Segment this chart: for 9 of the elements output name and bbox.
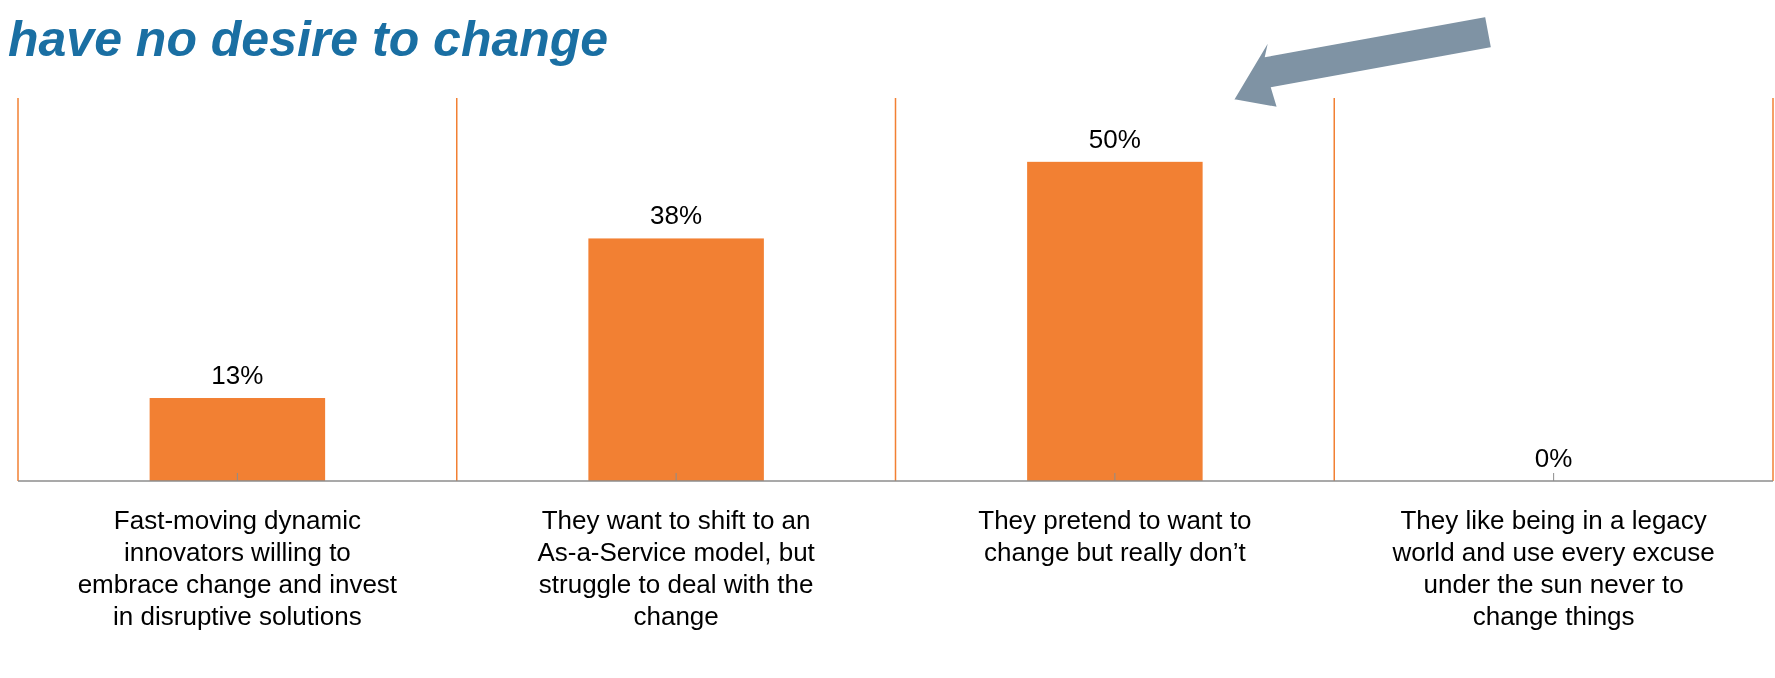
x-tick-label: Fast-moving dynamic innovators willing to embrace change and invest in disruptive solutions: [77, 505, 398, 631]
data-label: 38%: [650, 200, 703, 231]
x-tick-label: They want to shift to an As-a-Service model, but struggle to deal with the change: [537, 505, 816, 631]
data-label: 50%: [1088, 123, 1141, 154]
data-label: 13%: [211, 360, 264, 391]
x-tick-label: They like being in a legacy world and use every excuse under the sun never to change things: [1391, 505, 1715, 631]
data-label: 0%: [1534, 443, 1573, 473]
chart-title: have no desire to change: [8, 11, 609, 67]
x-tick-label: They pretend to want to change but really don’t: [978, 505, 1252, 567]
